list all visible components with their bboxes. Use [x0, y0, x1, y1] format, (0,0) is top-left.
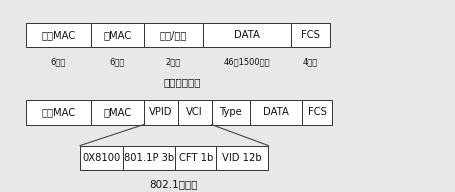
Text: 46～1500字节: 46～1500字节: [223, 57, 270, 66]
Text: 以太网帧格式: 以太网帧格式: [163, 78, 201, 88]
Bar: [91, 23, 144, 47]
Bar: [202, 23, 291, 47]
Text: 源MAC: 源MAC: [103, 107, 131, 117]
Text: 4字节: 4字节: [303, 57, 318, 66]
Text: FCS: FCS: [301, 30, 320, 40]
Text: VCI: VCI: [186, 107, 203, 117]
Bar: [123, 146, 175, 170]
Bar: [212, 100, 250, 125]
Bar: [144, 100, 177, 125]
Text: 801.1P 3b: 801.1P 3b: [124, 153, 174, 163]
Bar: [302, 100, 332, 125]
Text: 源MAC: 源MAC: [103, 30, 131, 40]
Text: 802.1帧格式: 802.1帧格式: [149, 179, 197, 189]
Text: FCS: FCS: [308, 107, 327, 117]
Text: DATA: DATA: [234, 30, 260, 40]
Text: Type: Type: [219, 107, 242, 117]
Text: VID 12b: VID 12b: [222, 153, 262, 163]
Bar: [80, 146, 123, 170]
Text: 6字节: 6字节: [110, 57, 125, 66]
Text: 0X8100: 0X8100: [82, 153, 121, 163]
Text: DATA: DATA: [263, 107, 289, 117]
Bar: [177, 100, 212, 125]
Text: 6字节: 6字节: [51, 57, 66, 66]
Bar: [291, 23, 329, 47]
Text: VPID: VPID: [149, 107, 172, 117]
Text: 目的MAC: 目的MAC: [41, 30, 76, 40]
Bar: [175, 146, 216, 170]
Text: 2字节: 2字节: [166, 57, 181, 66]
Bar: [25, 100, 91, 125]
Bar: [216, 146, 268, 170]
Text: 目的MAC: 目的MAC: [41, 107, 76, 117]
Text: CFT 1b: CFT 1b: [179, 153, 213, 163]
Bar: [144, 23, 202, 47]
Text: 长度/类型: 长度/类型: [159, 30, 187, 40]
Bar: [250, 100, 302, 125]
Bar: [25, 23, 91, 47]
Bar: [91, 100, 144, 125]
